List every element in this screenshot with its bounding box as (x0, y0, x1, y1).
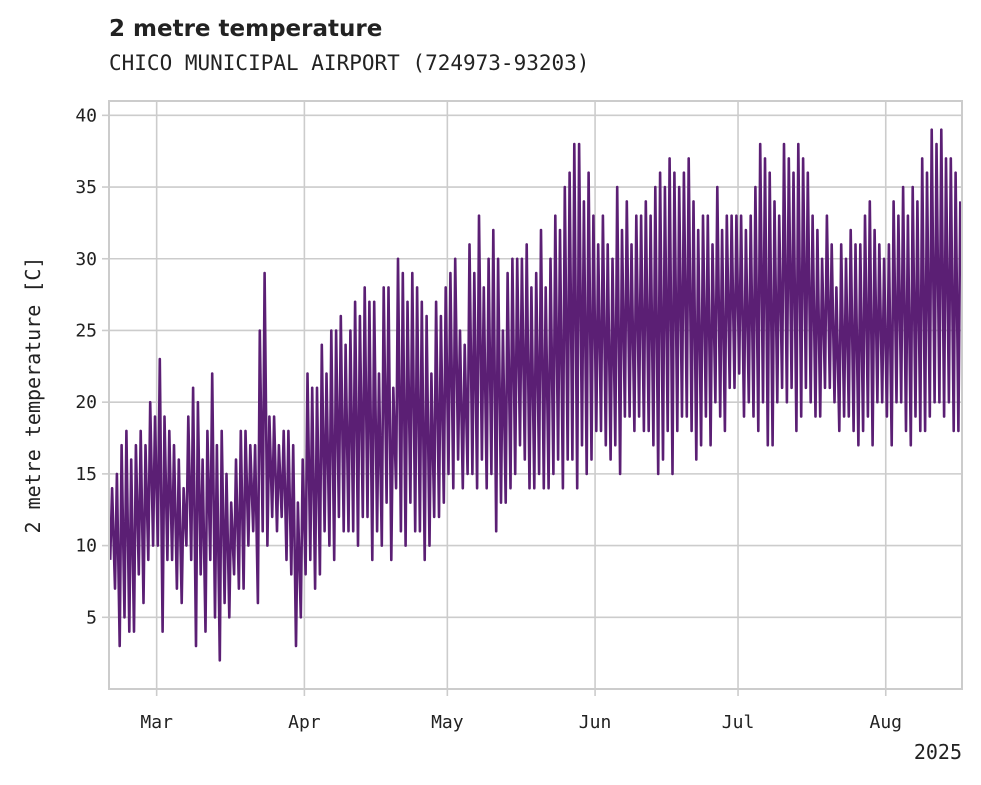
y-tick-label: 30 (75, 249, 97, 270)
y-tick-label: 5 (86, 607, 97, 628)
y-tick-label: 40 (75, 105, 97, 126)
temperature-series-line (108, 128, 962, 662)
y-tick-label: 10 (75, 536, 97, 557)
x-tick-label: Aug (869, 712, 902, 733)
y-tick-label: 25 (75, 320, 97, 341)
x-tick-label: May (431, 712, 464, 733)
chart-subtitle: CHICO MUNICIPAL AIRPORT (724973-93203) (109, 51, 590, 75)
x-tick-label: Apr (288, 712, 321, 733)
y-axis-label: 2 metre temperature [C] (21, 257, 45, 534)
y-tick-label: 35 (75, 177, 97, 198)
x-tick-label: Jun (579, 712, 612, 733)
x-tick-label: Jul (722, 712, 755, 733)
x-year-label: 2025 (914, 740, 962, 764)
plot-frame (108, 100, 963, 690)
chart-title: 2 metre temperature (109, 16, 383, 42)
x-tick-label: Mar (140, 712, 173, 733)
y-tick-label: 15 (75, 464, 97, 485)
y-tick-label: 20 (75, 392, 97, 413)
